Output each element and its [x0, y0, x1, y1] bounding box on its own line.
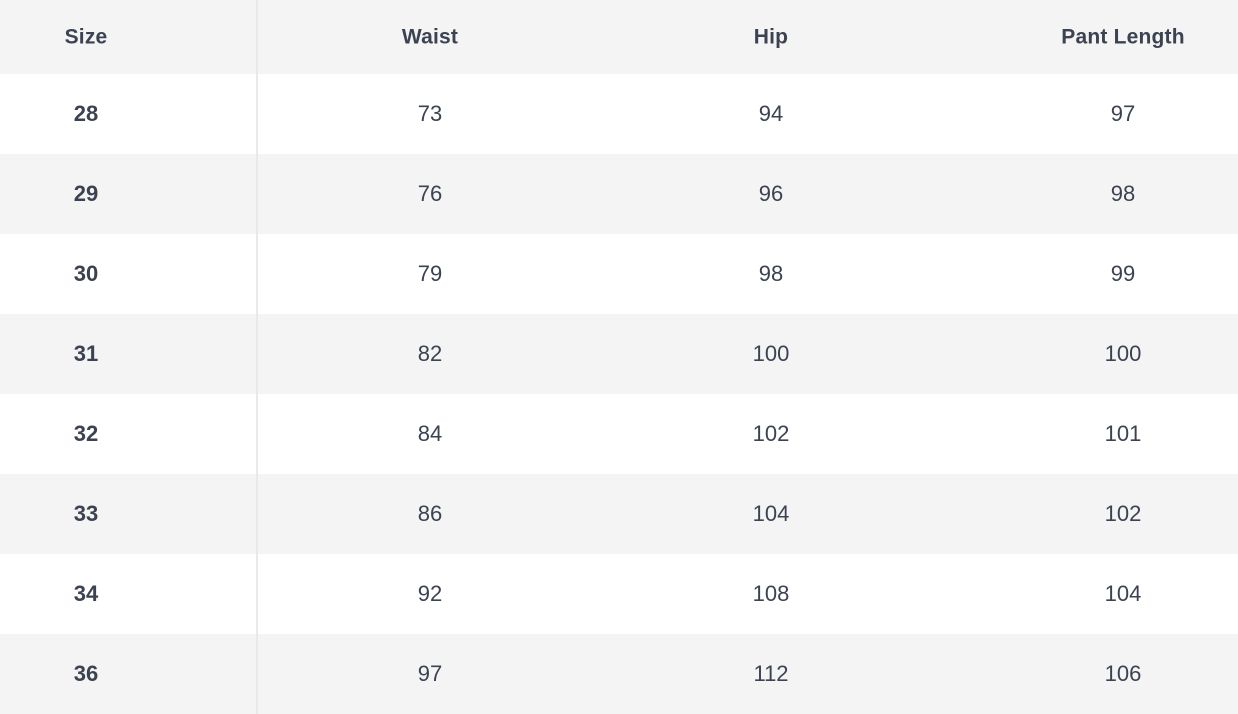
table-row: 36 97 112 106: [0, 634, 1238, 714]
row-size-cell: 34: [73, 581, 99, 606]
row-waist-cell: 82: [417, 341, 443, 366]
row-size-cell: 32: [73, 421, 99, 446]
row-size-cell: 31: [73, 341, 99, 366]
row-pant-length-cell: 101: [1104, 421, 1142, 446]
row-size-cell: 28: [73, 101, 99, 126]
row-pant-length-cell: 98: [1110, 181, 1136, 206]
column-header-size: Size: [64, 25, 108, 49]
table-row: 28 73 94 97: [0, 74, 1238, 154]
row-pant-length-cell: 106: [1104, 661, 1142, 686]
table-row: 34 92 108 104: [0, 554, 1238, 634]
row-pant-length-cell: 100: [1104, 341, 1142, 366]
row-waist-cell: 79: [417, 261, 443, 286]
table-row: 30 79 98 99: [0, 234, 1238, 314]
row-pant-length-cell: 102: [1104, 501, 1142, 526]
column-header-waist: Waist: [401, 25, 459, 49]
row-size-cell: 36: [73, 661, 99, 686]
table-header-row: Size Waist Hip Pant Length: [0, 0, 1238, 74]
row-hip-cell: 102: [752, 421, 790, 446]
table-body: 28 73 94 97 29 76 96 98 30 79 98 99 31 82 100 100 32 84 10…: [0, 74, 1238, 714]
row-size-cell: 30: [73, 261, 99, 286]
row-waist-cell: 76: [417, 181, 443, 206]
table-row: 32 84 102 101: [0, 394, 1238, 474]
row-size-cell: 29: [73, 181, 99, 206]
table-row: 33 86 104 102: [0, 474, 1238, 554]
row-hip-cell: 104: [752, 501, 790, 526]
row-pant-length-cell: 97: [1110, 101, 1136, 126]
table-row: 31 82 100 100: [0, 314, 1238, 394]
row-hip-cell: 98: [758, 261, 784, 286]
row-waist-cell: 92: [417, 581, 443, 606]
row-size-cell: 33: [73, 501, 99, 526]
row-waist-cell: 86: [417, 501, 443, 526]
row-pant-length-cell: 104: [1104, 581, 1142, 606]
row-hip-cell: 112: [753, 661, 789, 686]
column-header-hip: Hip: [753, 25, 789, 49]
row-pant-length-cell: 99: [1110, 261, 1136, 286]
column-header-pant-length: Pant Length: [1061, 25, 1185, 49]
row-hip-cell: 96: [758, 181, 784, 206]
row-hip-cell: 100: [752, 341, 790, 366]
table-row: 29 76 96 98: [0, 154, 1238, 234]
row-hip-cell: 94: [758, 101, 784, 126]
row-waist-cell: 97: [417, 661, 443, 686]
row-waist-cell: 84: [417, 421, 443, 446]
row-waist-cell: 73: [417, 101, 443, 126]
size-column-divider: [256, 0, 258, 714]
row-hip-cell: 108: [752, 581, 790, 606]
